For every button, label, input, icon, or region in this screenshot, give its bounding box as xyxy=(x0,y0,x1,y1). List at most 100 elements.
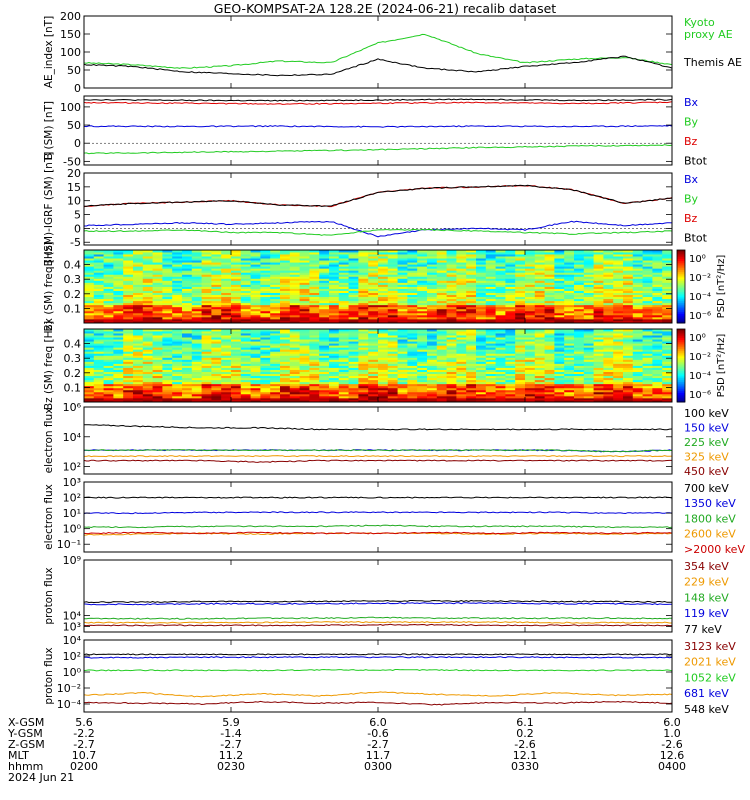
spectrogram-cell xyxy=(162,314,173,318)
spectrogram-cell xyxy=(564,387,575,391)
spectrogram-cell xyxy=(172,292,183,296)
spectrogram-cell xyxy=(397,314,408,318)
spectrogram-cell xyxy=(564,391,575,395)
spectrogram-cell xyxy=(574,274,585,277)
spectrogram-cell xyxy=(329,339,340,342)
spectrogram-cell xyxy=(133,369,144,372)
x-row-value: 12.6 xyxy=(660,749,685,762)
spectrogram-cell xyxy=(182,379,193,383)
spectrogram-cell xyxy=(211,264,222,267)
spectrogram-cell xyxy=(319,264,330,267)
spectrogram-cell xyxy=(250,377,261,381)
spectrogram-cell xyxy=(172,278,183,281)
spectrogram-cell xyxy=(603,268,614,271)
spectrogram-cell xyxy=(417,331,428,334)
spectrogram-cell xyxy=(368,375,379,379)
spectrogram-cell xyxy=(564,379,575,383)
spectrogram-cell xyxy=(446,318,457,322)
spectrogram-cell xyxy=(387,318,398,322)
spectrogram-cell xyxy=(289,375,300,379)
spectrogram-cell xyxy=(456,294,467,298)
spectrogram-cell xyxy=(191,306,202,310)
spectrogram-cell xyxy=(495,353,506,356)
spectrogram-cell xyxy=(133,335,144,338)
y-tick-label: 10⁹ xyxy=(63,554,81,567)
spectrogram-cell xyxy=(162,387,173,391)
spectrogram-cell xyxy=(603,278,614,281)
spectrogram-cell xyxy=(280,280,291,283)
spectrogram-cell xyxy=(172,361,183,364)
spectrogram-cell xyxy=(662,276,673,279)
spectrogram-cell xyxy=(378,268,389,271)
spectrogram-cell xyxy=(525,335,536,338)
spectrogram-cell xyxy=(593,286,604,289)
spectrogram-cell xyxy=(250,256,261,259)
spectrogram-cell xyxy=(113,331,124,334)
spectrogram-cell xyxy=(368,262,379,265)
spectrogram-cell xyxy=(221,343,232,346)
spectrogram-cell xyxy=(270,361,281,364)
spectrogram-cell xyxy=(495,383,506,387)
spectrogram-cell xyxy=(378,391,389,395)
spectrogram-cell xyxy=(603,329,614,332)
spectrogram-cell xyxy=(191,260,202,263)
spectrogram-cell xyxy=(544,375,555,379)
spectrogram-cell xyxy=(515,250,526,253)
spectrogram-cell xyxy=(436,345,447,348)
spectrogram-cell xyxy=(515,365,526,368)
spectrogram-cell xyxy=(603,274,614,277)
spectrogram-cell xyxy=(407,329,418,332)
spectrogram-cell xyxy=(662,302,673,306)
spectrogram-cell xyxy=(613,300,624,304)
spectrogram-cell xyxy=(338,351,349,354)
spectrogram-cell xyxy=(289,343,300,346)
spectrogram-cell xyxy=(289,314,300,318)
spectrogram-cell xyxy=(142,381,153,385)
spectrogram-cell xyxy=(231,379,242,383)
spectrogram-cell xyxy=(436,270,447,273)
spectrogram-cell xyxy=(172,320,183,324)
spectrogram-cell xyxy=(133,381,144,385)
spectrogram-cell xyxy=(123,290,134,293)
spectrogram-cell xyxy=(221,296,232,300)
spectrogram-cell xyxy=(133,371,144,375)
spectrogram-cell xyxy=(319,347,330,350)
spectrogram-cell xyxy=(436,286,447,289)
spectrogram-cell xyxy=(436,268,447,271)
spectrogram-cell xyxy=(289,393,300,397)
spectrogram-cell xyxy=(84,282,95,285)
spectrogram-cell xyxy=(534,272,545,275)
spectrogram-cell xyxy=(221,369,232,372)
spectrogram-cell xyxy=(172,306,183,310)
spectrogram-cell xyxy=(270,266,281,269)
spectrogram-cell xyxy=(319,357,330,360)
spectrogram-cell xyxy=(172,331,183,334)
spectrogram-cell xyxy=(574,335,585,338)
spectrogram-cell xyxy=(446,284,457,287)
spectrogram-cell xyxy=(338,377,349,381)
spectrogram-cells xyxy=(84,250,673,324)
spectrogram-cell xyxy=(407,274,418,277)
spectrogram-cell xyxy=(231,373,242,377)
spectrogram-cell xyxy=(103,331,114,334)
spectrogram-cell xyxy=(162,310,173,314)
spectrogram-cell xyxy=(554,397,565,401)
spectrogram-cell xyxy=(103,252,114,255)
spectrogram-cell xyxy=(583,260,594,263)
spectrogram-cell xyxy=(515,284,526,287)
spectrogram-cell xyxy=(378,351,389,354)
spectrogram-cell xyxy=(103,278,114,281)
spectrogram-cell xyxy=(652,264,663,267)
spectrogram-cell xyxy=(338,284,349,287)
spectrogram-cell xyxy=(387,266,398,269)
spectrogram-cell xyxy=(417,318,428,322)
spectrogram-cell xyxy=(652,308,663,312)
spectrogram-cell xyxy=(152,252,163,255)
spectrogram-cell xyxy=(642,266,653,269)
spectrogram-cell xyxy=(662,294,673,298)
spectrogram-cell xyxy=(544,286,555,289)
spectrogram-cell xyxy=(93,296,104,300)
spectrogram-cell xyxy=(319,351,330,354)
y-tick-label: -50 xyxy=(63,155,81,168)
